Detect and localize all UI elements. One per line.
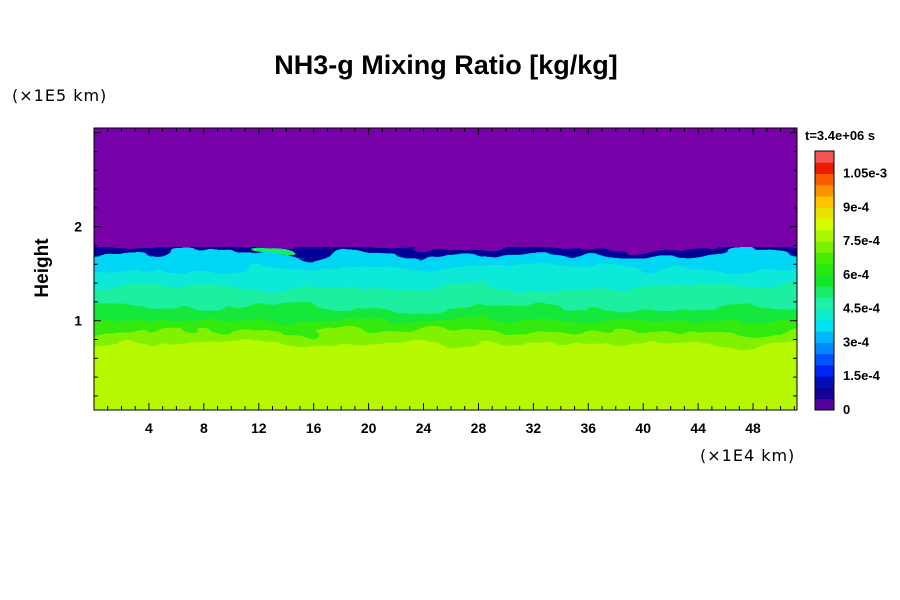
y-tick-label: 2 <box>74 219 82 235</box>
colorbar-segment <box>815 398 834 411</box>
colorbar-segment <box>815 218 834 231</box>
field-layer <box>94 344 797 410</box>
colorbar-tick-label: 6e-4 <box>843 267 870 282</box>
x-axis: 4 8 12 16 20 24 28 32 36 40 44 48 <box>107 128 795 436</box>
x-tick-label: 12 <box>251 420 267 436</box>
colorbar-segment <box>815 387 834 400</box>
colorbar-segment <box>815 274 834 287</box>
colorbar-ticks: 0 1.5e-4 3e-4 4.5e-4 6e-4 7.5e-4 9e-4 1.05e-3 <box>843 166 887 417</box>
x-tick-label: 40 <box>635 420 651 436</box>
y-axis-label: Height <box>32 238 53 298</box>
colorbar-segment <box>815 364 834 377</box>
x-tick-label: 8 <box>200 420 208 436</box>
colorbar-segment <box>815 308 834 321</box>
colorbar-segment <box>815 252 834 265</box>
x-tick-label: 36 <box>581 420 597 436</box>
y-axis: 12 <box>74 132 797 397</box>
x-axis-unit: (×1E4 km) <box>700 446 795 465</box>
chart-title: NH3-g Mixing Ratio [kg/kg] <box>274 50 618 80</box>
x-tick-label: 28 <box>471 420 487 436</box>
x-tick-label: 44 <box>690 420 706 436</box>
x-tick-label: 48 <box>745 420 761 436</box>
x-tick-label: 16 <box>306 420 322 436</box>
x-tick-label: 24 <box>416 420 432 436</box>
field-feature <box>250 247 295 256</box>
colorbar-segment <box>815 184 834 197</box>
colorbar-segment <box>815 342 834 355</box>
x-tick-label: 4 <box>145 420 153 436</box>
colorbar-tick-label: 7.5e-4 <box>843 233 881 248</box>
field-layers <box>94 247 797 410</box>
colorbar-segment <box>815 286 834 298</box>
colorbar-tick-label: 1.05e-3 <box>843 166 887 181</box>
x-tick-label: 32 <box>526 420 542 436</box>
colorbar-segment <box>815 151 834 163</box>
colorbar-segment <box>815 297 834 310</box>
colorbar-segment <box>815 196 834 208</box>
colorbar-segment <box>815 353 834 366</box>
colorbar-segment <box>815 319 834 332</box>
colorbar <box>814 150 835 411</box>
colorbar-segment <box>815 331 834 343</box>
plot-frame <box>93 127 798 411</box>
colorbar-frame <box>814 150 835 411</box>
colorbar-tick-label: 9e-4 <box>843 199 870 214</box>
colorbar-segment <box>815 173 834 186</box>
colorbar-segment <box>815 263 834 276</box>
colorbar-segment <box>815 241 834 253</box>
y-tick-label: 1 <box>74 313 82 329</box>
colorbar-segment <box>815 229 834 242</box>
colorbar-segment <box>815 376 834 388</box>
colorbar-tick-label: 1.5e-4 <box>843 368 881 383</box>
heatmap-field <box>94 128 797 410</box>
colorbar-tick-label: 3e-4 <box>843 334 870 349</box>
colorbar-segment <box>815 207 834 220</box>
time-label: t=3.4e+06 s <box>805 128 875 143</box>
x-tick-label: 20 <box>361 420 377 436</box>
colorbar-tick-label: 4.5e-4 <box>843 301 881 316</box>
y-axis-unit: (×1E5 km) <box>12 86 107 105</box>
colorbar-segment <box>815 162 834 175</box>
colorbar-tick-label: 0 <box>843 402 850 417</box>
